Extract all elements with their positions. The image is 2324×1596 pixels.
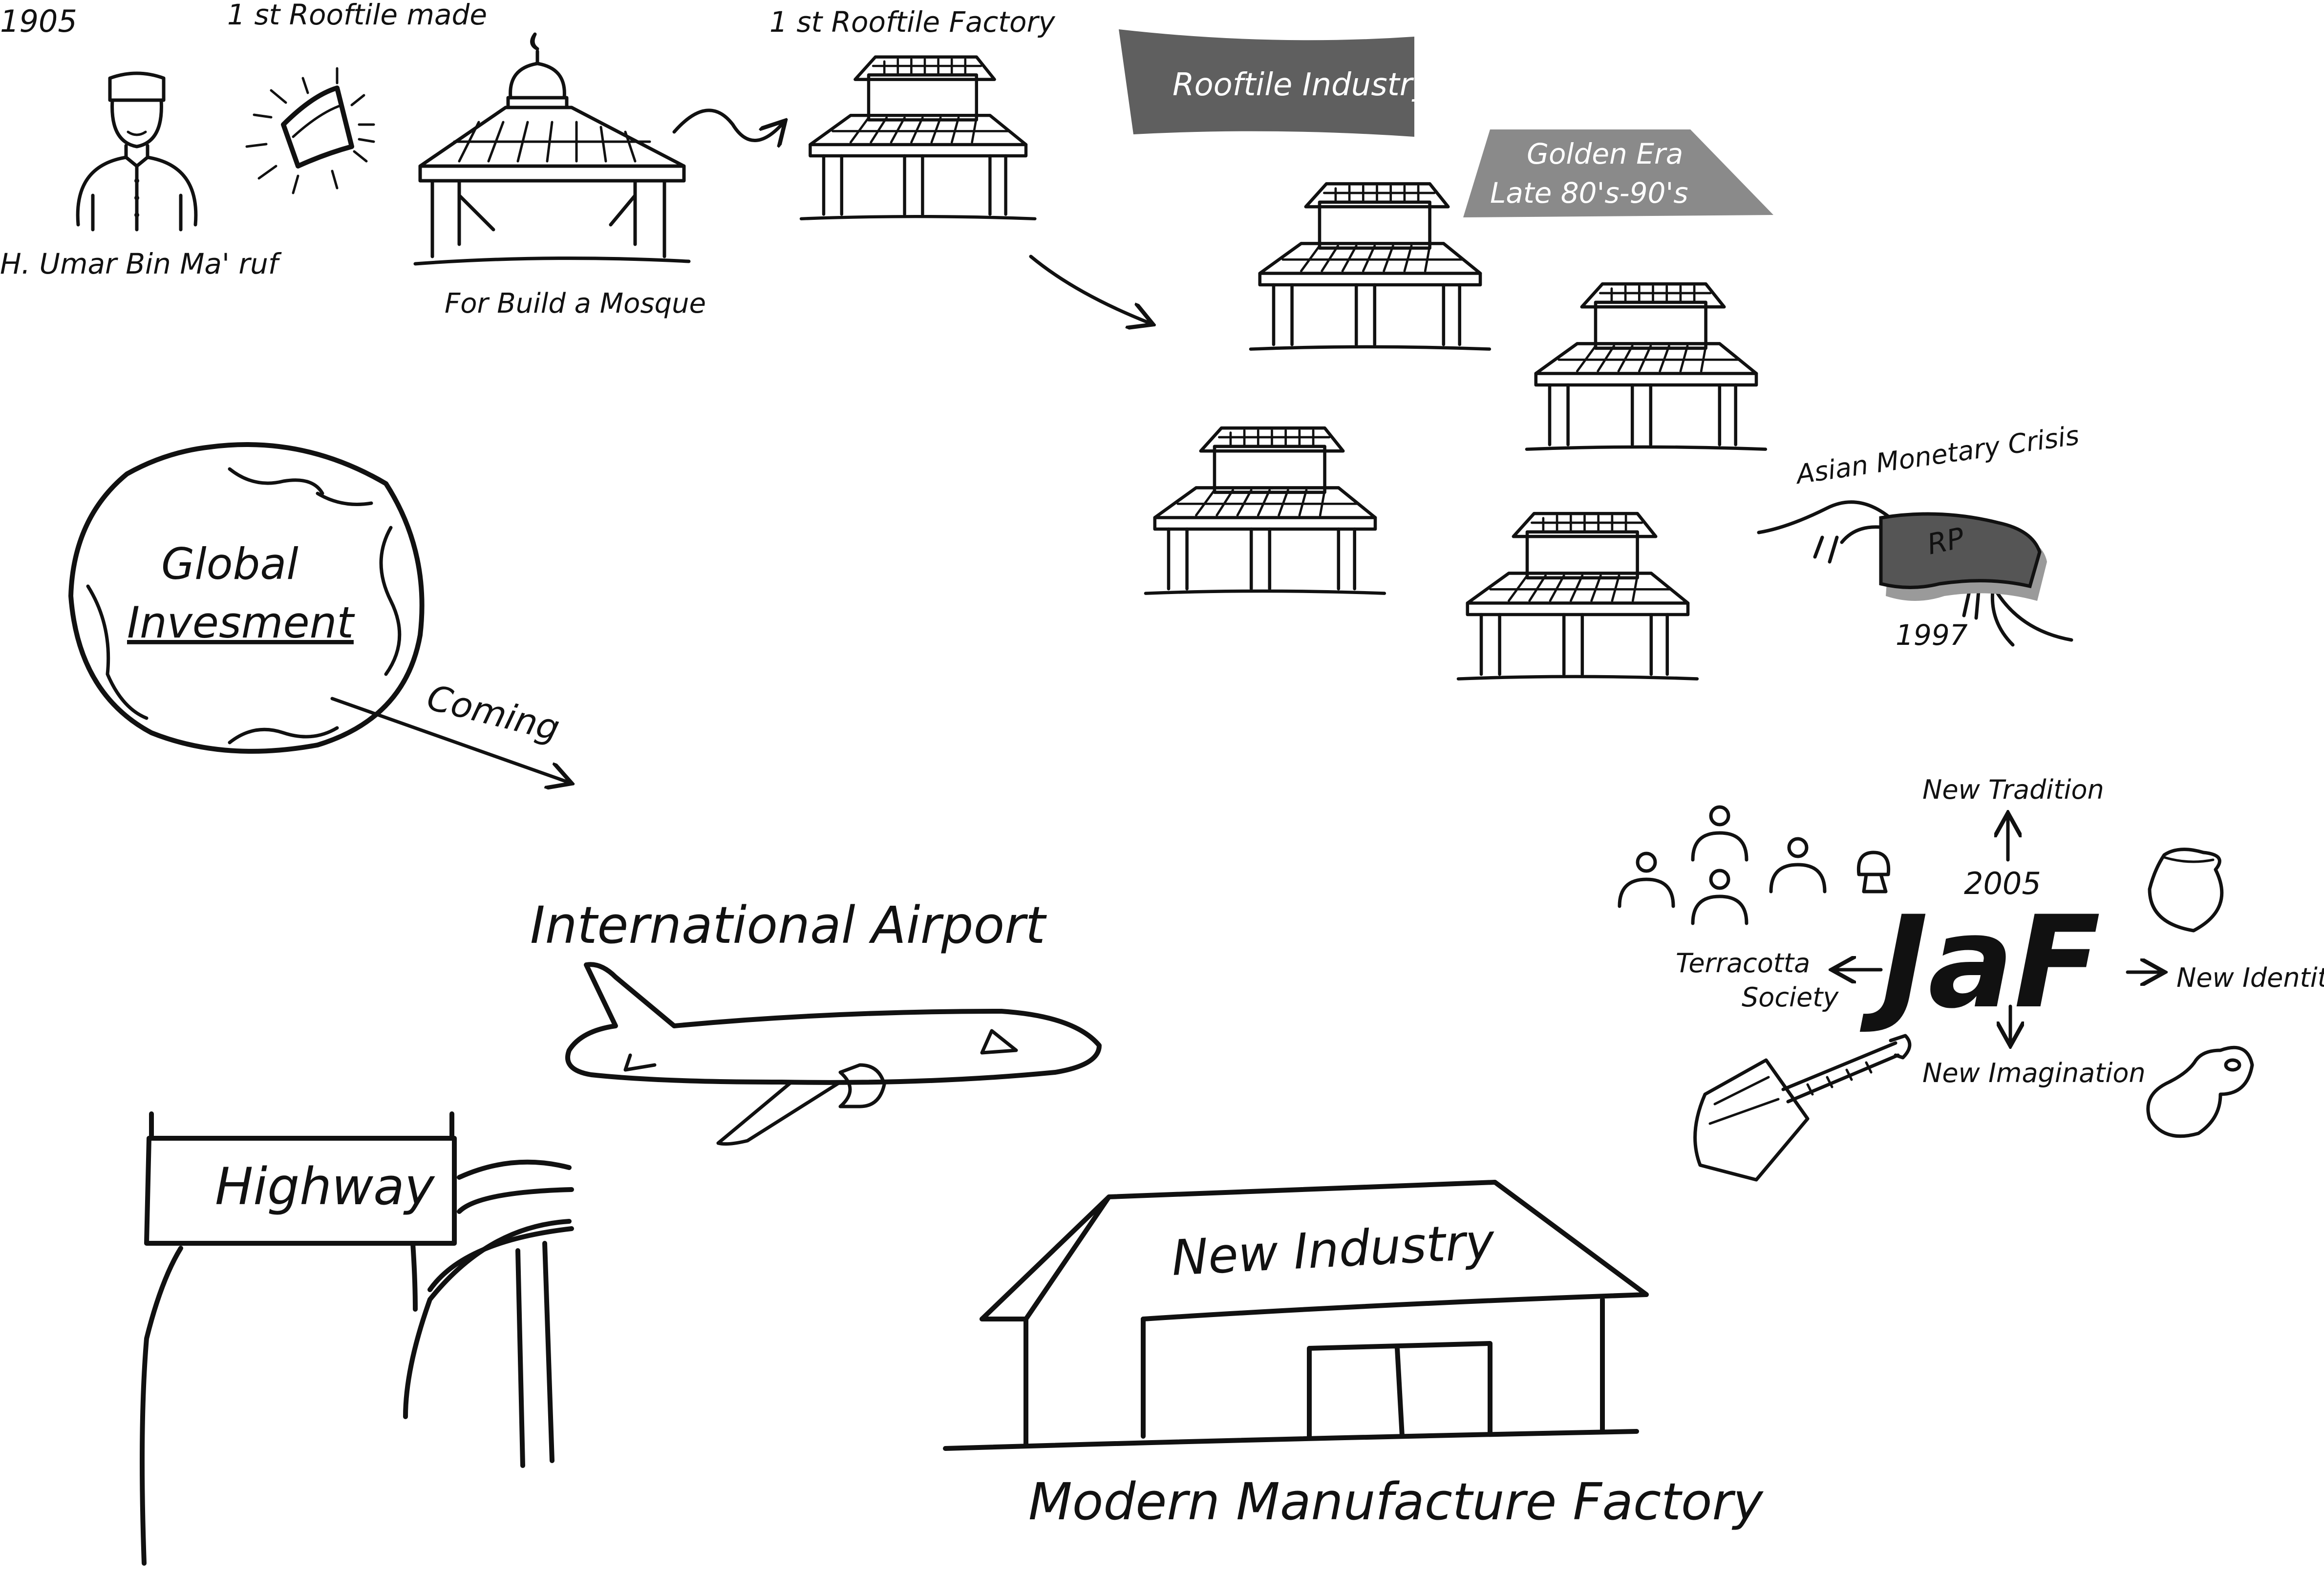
factory-building-icon bbox=[943, 1180, 1649, 1451]
pot-icon bbox=[2148, 848, 2224, 933]
first-factory-section: 1 st Rooftile Factory bbox=[769, 5, 1055, 219]
new-imagination-label: New Imagination bbox=[1922, 1058, 2146, 1088]
industry-house-4-icon bbox=[1458, 513, 1697, 679]
airport-section: International Airport bbox=[530, 895, 1102, 1146]
arrow-factory-to-industry bbox=[1029, 255, 1148, 322]
money-wings-icon bbox=[1757, 500, 2073, 647]
first-rooftile-label: 1 st Rooftile made bbox=[227, 0, 487, 31]
highway-section: Highway bbox=[140, 1111, 574, 1566]
jaf-year: 2005 bbox=[1964, 866, 2041, 901]
new-identity-label: New Identity bbox=[2176, 962, 2324, 993]
highway-label: Highway bbox=[215, 1157, 435, 1216]
golden-era-banner: Golden Era Late 80's-90's bbox=[1463, 129, 1773, 217]
society-line2: Society bbox=[1742, 982, 1839, 1013]
globe-icon bbox=[68, 442, 425, 754]
new-tradition-label: New Tradition bbox=[1922, 774, 2104, 805]
mosque-section: For Build a Mosque bbox=[413, 32, 706, 319]
people-group-icon bbox=[1620, 807, 1825, 923]
industry-houses-cluster bbox=[1146, 184, 1766, 679]
industry-house-3-icon bbox=[1146, 428, 1385, 593]
first-factory-label: 1 st Rooftile Factory bbox=[769, 5, 1055, 39]
jaf-section: New Tradition 2005 JaF Terracotta Societ… bbox=[1620, 774, 2324, 1182]
globe-line2: Invesment bbox=[127, 597, 355, 648]
founder-name: H. Umar Bin Ma' ruf bbox=[0, 247, 282, 280]
road-icon bbox=[140, 1159, 574, 1566]
founder-person-icon bbox=[76, 71, 198, 232]
airplane-icon bbox=[565, 962, 1102, 1146]
global-investment-section: Global Invesment Coming bbox=[68, 442, 567, 782]
jaf-logo: JaF bbox=[1859, 889, 2100, 1037]
factory-caption: Modern Manufacture Factory bbox=[1028, 1472, 1764, 1532]
industry-flag: Rooftile Industry bbox=[1119, 29, 1431, 137]
new-industry-section: New Industry Modern Manufacture Factory bbox=[943, 1180, 1764, 1532]
mosque-caption: For Build a Mosque bbox=[445, 288, 706, 319]
first-rooftile-section: 1 st Rooftile made bbox=[227, 0, 487, 194]
arrow-mosque-to-factory bbox=[672, 108, 782, 141]
golden-era-period: Late 80's-90's bbox=[1490, 176, 1688, 210]
ocarina-icon bbox=[2146, 1045, 2254, 1138]
highway-sign bbox=[144, 1111, 457, 1246]
rooftile-icon bbox=[245, 67, 375, 194]
guitar-icon bbox=[1693, 1034, 1912, 1182]
crisis-year: 1997 bbox=[1896, 618, 1968, 652]
industry-house-1-icon bbox=[1251, 184, 1490, 349]
founder-section: 1905 H. Umar Bin Ma' ruf bbox=[0, 3, 282, 280]
airport-label: International Airport bbox=[530, 895, 1047, 955]
crisis-currency-mark: RP bbox=[1924, 521, 1967, 561]
first-factory-house-icon bbox=[801, 57, 1035, 219]
crisis-title: Asian Monetary Crisis bbox=[1793, 420, 2081, 490]
society-line1: Terracotta bbox=[1676, 948, 1810, 979]
crisis-section: Asian Monetary Crisis RP 1997 bbox=[1757, 420, 2081, 652]
coming-arrow bbox=[330, 697, 567, 782]
factory-roof-label: New Industry bbox=[1170, 1213, 1496, 1287]
industry-house-2-icon bbox=[1527, 284, 1766, 449]
mushroom-cup-icon bbox=[1856, 851, 1891, 894]
golden-era-title: Golden Era bbox=[1527, 137, 1683, 170]
industry-flag-label: Rooftile Industry bbox=[1173, 67, 1431, 103]
mosque-icon bbox=[413, 32, 691, 266]
globe-line1: Global bbox=[161, 539, 298, 589]
year-1905: 1905 bbox=[0, 3, 77, 39]
